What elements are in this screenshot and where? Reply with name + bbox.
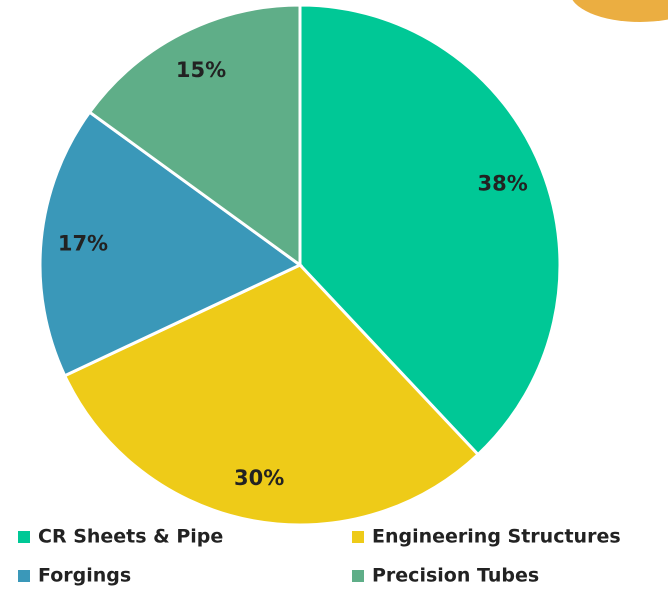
data-label: 30% bbox=[234, 466, 284, 490]
pie-slice bbox=[38, 110, 303, 378]
legend-label: Precision Tubes bbox=[372, 565, 539, 587]
legend-swatch bbox=[18, 531, 30, 543]
data-label: 38% bbox=[478, 172, 528, 196]
data-label: 15% bbox=[176, 58, 226, 82]
decoration bbox=[572, 0, 668, 22]
legend-swatch bbox=[18, 570, 30, 582]
pie-slice bbox=[298, 3, 562, 457]
pie-slice bbox=[87, 3, 302, 268]
legend-swatch bbox=[352, 570, 364, 582]
legend-swatch bbox=[352, 531, 364, 543]
pie-slice bbox=[62, 263, 481, 527]
legend-label: CR Sheets & Pipe bbox=[38, 526, 223, 548]
legend-label: Engineering Structures bbox=[372, 526, 621, 548]
data-label: 17% bbox=[58, 231, 108, 255]
legend-label: Forgings bbox=[38, 565, 131, 587]
